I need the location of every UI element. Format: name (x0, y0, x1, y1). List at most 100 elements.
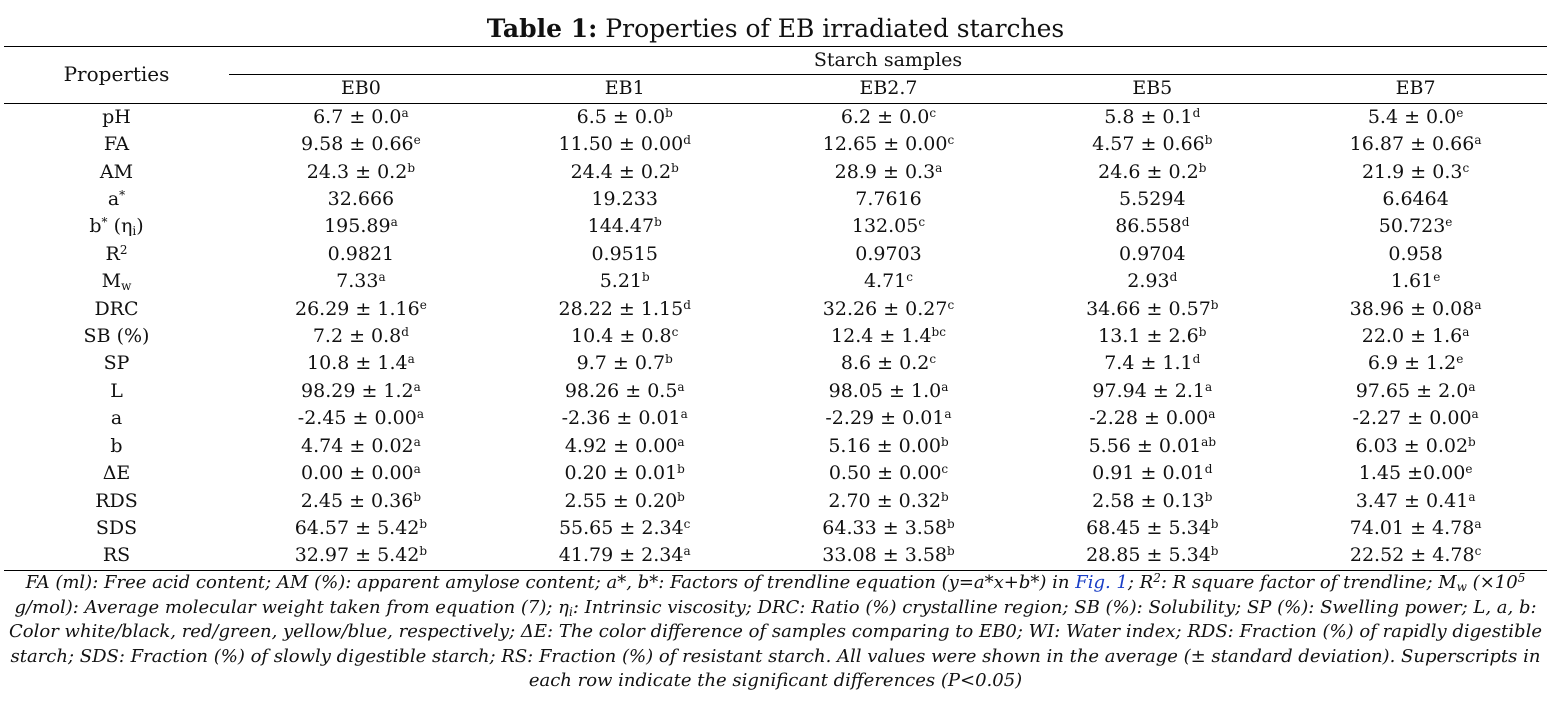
row-label-name: FA (103, 133, 130, 156)
table-cell: 24.6 ± 0.2b (1020, 159, 1284, 186)
cell-value: 1.61 (1390, 270, 1434, 293)
cell-value: 2.45 ± 0.36 (300, 489, 414, 512)
cell-value: 5.16 ± 0.00 (828, 434, 941, 457)
table-cell: 5.5294 (1020, 186, 1284, 213)
row-label: pH (4, 103, 229, 131)
table-cell: 86.558d (1020, 213, 1284, 240)
significance-superscript: a (677, 434, 685, 449)
significance-superscript: c (1474, 544, 1482, 559)
table-row: a -2.45 ± 0.00a -2.36 ± 0.01a -2.29 ± 0.01a… (4, 405, 1547, 432)
cell-value: 32.97 ± 5.42 (294, 544, 420, 567)
cell-value: 5.5294 (1119, 188, 1186, 211)
table-cell: 8.6 ± 0.2c (757, 350, 1021, 377)
table-cell: 13.1 ± 2.6b (1020, 323, 1284, 350)
table-cell: 50.723e (1284, 213, 1547, 240)
table-cell: 98.05 ± 1.0a (757, 378, 1021, 405)
table-cell: 2.70 ± 0.32b (757, 488, 1021, 515)
significance-superscript: a (413, 379, 421, 394)
row-label: SP (4, 350, 229, 377)
cell-value: 7.7616 (855, 188, 922, 211)
significance-superscript: c (906, 270, 914, 285)
significance-superscript: a (378, 270, 386, 285)
table-cell: 7.4 ± 1.1d (1020, 350, 1284, 377)
cell-value: 2.93 (1127, 270, 1170, 293)
table-cell: 64.57 ± 5.42b (229, 515, 493, 542)
row-label: R2 (4, 241, 229, 268)
significance-superscript: b (671, 160, 679, 175)
footnote-part5: g/mol): Average molecular weight taken f… (14, 596, 569, 618)
row-label-name: SDS (95, 516, 138, 539)
cell-value: 86.558 (1115, 215, 1182, 238)
table-cell: 32.666 (229, 186, 493, 213)
cell-value: 5.4 ± 0.0 (1367, 105, 1457, 128)
table-row: SDS 64.57 ± 5.42b 55.65 ± 2.34c 64.33 ± 3.5… (4, 515, 1547, 542)
footnote-part1: FA (ml): Free acid content; AM (%): appa… (25, 572, 1076, 593)
table-cell: -2.28 ± 0.00a (1020, 405, 1284, 432)
table-cell: 132.05c (757, 213, 1021, 240)
significance-superscript: b (642, 270, 650, 285)
table-cell: 4.74 ± 0.02a (229, 433, 493, 460)
cell-value: 4.74 ± 0.02 (301, 434, 414, 457)
table-cell: 0.91 ± 0.01d (1020, 460, 1284, 487)
cell-value: 24.6 ± 0.2 (1098, 160, 1199, 183)
significance-superscript: d (1192, 352, 1201, 367)
table-cell: 38.96 ± 0.08a (1284, 296, 1547, 323)
row-label: SB (%) (4, 323, 229, 350)
figure-link[interactable]: Fig. 1 (1075, 572, 1128, 593)
cell-value: 64.57 ± 5.42 (294, 516, 420, 539)
row-label-name-end: ) (136, 215, 144, 238)
column-header-eb0: EB0 (340, 77, 381, 100)
cell-value: -2.36 ± 0.01 (561, 407, 681, 430)
significance-superscript: b (665, 105, 673, 120)
cell-value: 5.21 (599, 270, 642, 293)
row-label: b* (ηi) (4, 213, 229, 240)
cell-value: 0.91 ± 0.01 (1092, 462, 1205, 485)
table-cell: 21.9 ± 0.3c (1284, 159, 1547, 186)
table-cell: -2.27 ± 0.00a (1284, 405, 1547, 432)
table-cell: 10.8 ± 1.4a (229, 350, 493, 377)
significance-superscript: a (401, 105, 409, 120)
table-cell: 9.58 ± 0.66e (229, 131, 493, 158)
row-label-name-sub: i (132, 224, 137, 239)
row-label-name: L (110, 379, 123, 402)
table-cell: 6.5 ± 0.0b (493, 103, 757, 131)
table-cell: 1.45 ±0.00e (1284, 460, 1547, 487)
row-label-name: RS (102, 544, 131, 567)
table-cell: 5.21b (493, 268, 757, 295)
table-cell: 0.9704 (1020, 241, 1284, 268)
cell-value: 32.26 ± 0.27 (822, 297, 948, 320)
column-header-eb2-7: EB2.7 (859, 77, 918, 100)
row-label-name-sup: * (101, 215, 108, 230)
table-cell: 0.00 ± 0.00a (229, 460, 493, 487)
table-cell: 6.03 ± 0.02b (1284, 433, 1547, 460)
significance-superscript: d (401, 325, 409, 340)
row-label-name-sup: 2 (119, 242, 128, 257)
cell-value: -2.45 ± 0.00 (297, 407, 417, 430)
table-cell: 22.52 ± 4.78c (1284, 542, 1547, 570)
cell-value: 19.233 (591, 188, 658, 211)
table-cell: 2.93d (1020, 268, 1284, 295)
row-label-name: b (89, 215, 102, 238)
table-cell: 0.9821 (229, 241, 493, 268)
table-cell: 2.58 ± 0.13b (1020, 488, 1284, 515)
significance-superscript: b (940, 489, 949, 504)
row-label-name: M (101, 270, 122, 293)
table-caption-text: Properties of EB irradiated starches (597, 14, 1065, 43)
cell-value: 28.9 ± 0.3 (834, 160, 936, 183)
table-cell: 7.33a (229, 268, 493, 295)
table-cell: 22.0 ± 1.6a (1284, 323, 1547, 350)
footnote-part6: : Intrinsic viscosity; DRC: Ratio (%) cr… (9, 596, 1542, 692)
table-row: L 98.29 ± 1.2a 98.26 ± 0.5a 98.05 ± 1.0a 97.… (4, 378, 1547, 405)
row-label: AM (4, 159, 229, 186)
cell-value: 98.26 ± 0.5 (564, 379, 678, 402)
significance-superscript: c (929, 105, 937, 120)
cell-value: 38.96 ± 0.08 (1349, 297, 1475, 320)
cell-value: 9.7 ± 0.7 (576, 352, 666, 375)
cell-value: 132.05 (851, 215, 919, 238)
table-cell: 5.56 ± 0.01ab (1020, 433, 1284, 460)
significance-superscript: a (1474, 516, 1482, 531)
significance-superscript: b (1468, 434, 1476, 449)
table-cell: 7.7616 (757, 186, 1021, 213)
table-cell: 10.4 ± 0.8c (493, 323, 757, 350)
table-cell: 34.66 ± 0.57b (1020, 296, 1284, 323)
